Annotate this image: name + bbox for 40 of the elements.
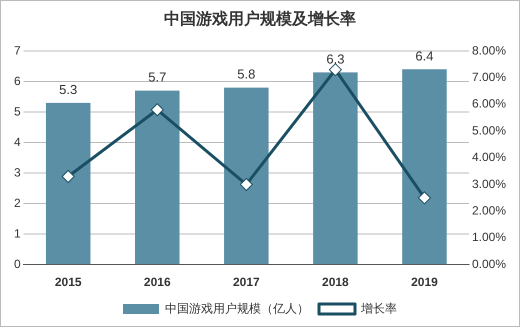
y-tick-label: 4 — [14, 134, 21, 149]
y-tick-label: 5 — [14, 104, 21, 118]
point — [240, 178, 253, 191]
x-tick-label: 2018 — [322, 275, 350, 290]
bar — [224, 88, 269, 264]
point — [150, 103, 164, 116]
data-label: 5.3 — [59, 82, 78, 97]
x-tick-label: 2019 — [411, 275, 438, 290]
bar — [46, 102, 90, 264]
point — [62, 170, 75, 183]
legend-label: 中国游戏用户规模（亿人） — [165, 301, 309, 316]
y-tick-label: 7 — [14, 43, 21, 58]
legend-label: 增长率 — [360, 301, 397, 316]
y-tick-label: 3 — [14, 165, 21, 180]
y2-tick-label: 7.00% — [472, 70, 506, 84]
y2-tick-label: 5.00% — [472, 123, 506, 138]
y-tick-label: 0 — [14, 256, 21, 271]
y2-tick-label: 1.00% — [472, 230, 506, 244]
data-label: 6.3 — [326, 51, 344, 66]
chart-title: 中国游戏用户规模及增长率 — [163, 9, 357, 30]
y2-tick-label: 2.00% — [472, 204, 506, 218]
point — [418, 191, 431, 204]
y2-tick-label: 6.00% — [472, 96, 506, 111]
data-label: 5.8 — [237, 66, 256, 82]
bar — [402, 69, 447, 264]
point — [328, 63, 342, 76]
y-tick-label: 6 — [14, 74, 21, 88]
data-label: 5.7 — [148, 70, 166, 85]
x-tick-label: 2015 — [54, 275, 82, 290]
y2-tick-label: 3.00% — [472, 176, 506, 191]
bar — [135, 90, 180, 264]
y2-tick-label: 8.00% — [472, 43, 506, 58]
y2-tick-label: 0.00% — [472, 256, 506, 271]
data-label: 6.4 — [415, 48, 434, 64]
x-tick-label: 2016 — [144, 275, 171, 290]
x-tick-label: 2017 — [232, 275, 260, 290]
y2-tick-label: 4.00% — [472, 150, 506, 164]
y-tick-label: 1 — [14, 226, 21, 240]
y-tick-label: 2 — [14, 196, 21, 210]
bar — [313, 72, 358, 264]
